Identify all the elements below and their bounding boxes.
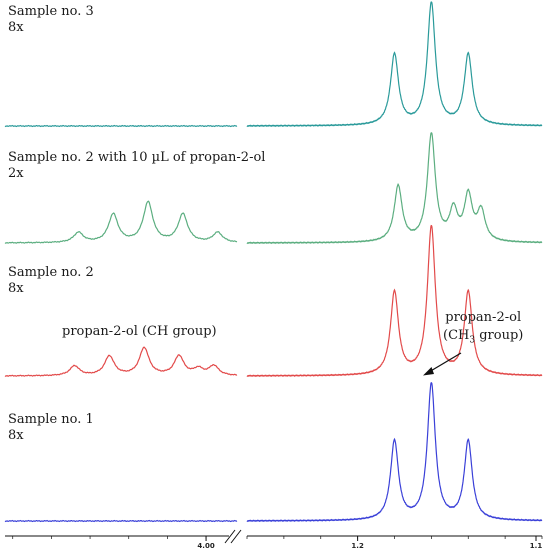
sample3-trace-ch-region [4,124,238,128]
sample2-trace-ch-region [4,346,238,377]
axis-break-mark-2 [230,529,242,544]
sample1-name: Sample no. 1 [8,412,94,427]
ch3-prefix: (CH [443,328,470,343]
sample1-trace-ch-region [4,519,238,523]
label-sample2b: Sample no. 2 with 10 µL of propan-2-ol 2… [8,150,265,182]
tick-1-2-label: 1.2 [351,542,364,550]
ch3-subscript: 3 [469,335,476,346]
sample2-trace-ch3-region [246,224,543,378]
sample2b-trace-ch-region [4,200,238,244]
sample1-trace-ch3-region [246,382,543,523]
ch3-line2: (CH3 group) [443,327,523,350]
label-sample1: Sample no. 1 8x [8,412,94,444]
sample3-scale: 8x [8,20,24,35]
label-sample2: Sample no. 2 8x [8,265,94,297]
ch3-suffix: group) [475,328,524,343]
ch3-line1: propan-2-ol [445,310,522,325]
ch3-arrow-shaft [428,352,462,373]
axis-break-mark-1 [224,529,236,544]
sample2-scale: 8x [8,281,24,296]
tick-1-1-label: 1.1 [530,542,543,550]
sample3-trace-ch3-region [246,1,543,128]
sample1-scale: 8x [8,428,24,443]
tick-4-00-label: 4.00 [197,542,214,550]
sample2b-name: Sample no. 2 with 10 µL of propan-2-ol [8,150,266,165]
sample3-name: Sample no. 3 [8,4,94,19]
sample2-name: Sample no. 2 [8,265,94,280]
sample2b-scale: 2x [8,166,24,181]
annotation-ch3-group: propan-2-ol (CH3 group) [443,309,523,350]
label-sample3: Sample no. 3 8x [8,4,94,36]
ch3-arrow-head [423,367,434,376]
annotation-ch-group: propan-2-ol (CH group) [62,324,217,339]
sample2b-trace-ch3-region [246,132,543,245]
